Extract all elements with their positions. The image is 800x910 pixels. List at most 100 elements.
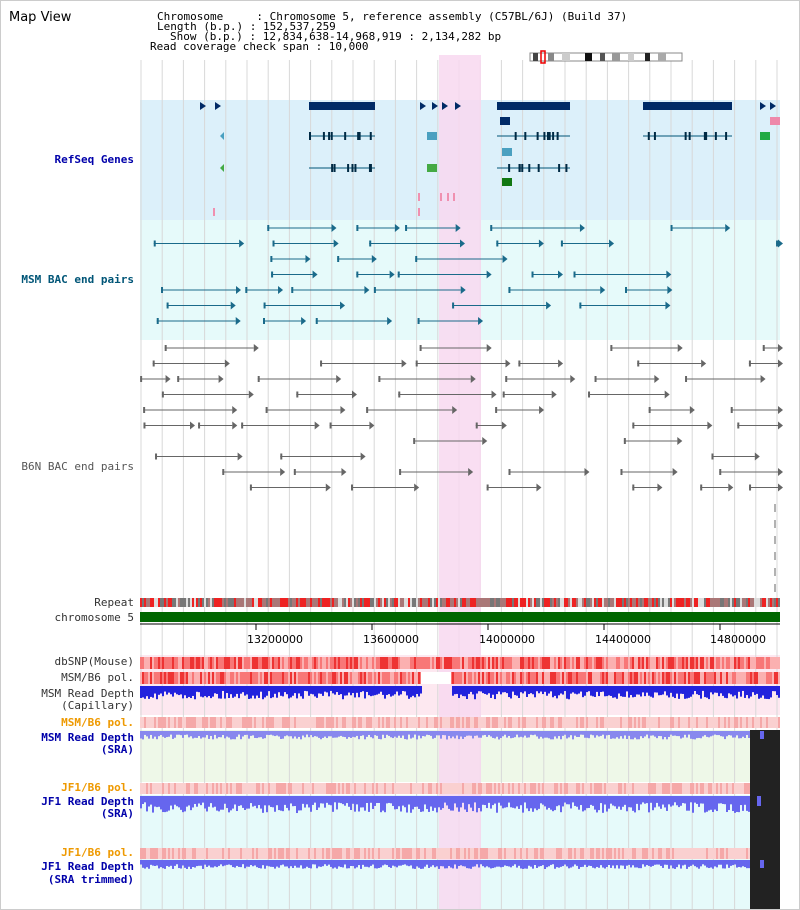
track-label-msm-b6-pol[interactable]: MSM/B6 pol. [61, 671, 134, 684]
depth-bar [404, 731, 406, 740]
heat-bar [736, 848, 738, 859]
heat-bar [496, 848, 498, 859]
heat-bar [458, 657, 460, 669]
depth-bar [348, 686, 350, 693]
depth-bar [232, 796, 234, 809]
depth-bar [522, 860, 524, 869]
heat-bar [208, 657, 210, 669]
heat-bar [278, 848, 280, 859]
heat-bar [392, 657, 394, 669]
repeat-bar [236, 598, 238, 607]
depth-bar [384, 731, 386, 739]
depth-bar [322, 686, 324, 696]
heat-bar [172, 848, 174, 859]
heat-bar [240, 672, 242, 684]
depth-bar [428, 731, 430, 736]
heat-bar [194, 672, 196, 684]
heat-bar [236, 783, 238, 794]
heat-bar [250, 717, 252, 728]
depth-bar [570, 796, 572, 809]
heat-bar [200, 717, 202, 728]
heat-bar [158, 848, 160, 859]
heat-bar [578, 783, 580, 794]
heat-bar [552, 717, 554, 728]
heat-bar [622, 717, 624, 728]
depth-bar [582, 686, 584, 698]
heat-bar [554, 848, 556, 859]
heat-bar [710, 848, 712, 859]
repeat-bar [218, 598, 220, 607]
depth-bar [324, 860, 326, 865]
track-label-jf1-b6-pol[interactable]: JF1/B6 pol. [61, 781, 134, 794]
heat-bar [558, 672, 560, 684]
depth-bar [718, 796, 720, 804]
heat-bar [280, 783, 282, 794]
heat-bar [302, 717, 304, 728]
depth-bar [164, 796, 166, 813]
repeat-bar [214, 598, 216, 607]
gene-exon [536, 132, 539, 140]
track-label-msm-b6-pol-2[interactable]: MSM/B6 pol. [61, 716, 134, 729]
bac-pair-end [222, 469, 225, 475]
track-label-refseq[interactable]: RefSeq Genes [54, 153, 134, 166]
depth-bar [152, 731, 154, 739]
heat-bar [234, 717, 236, 728]
heat-bar [192, 657, 194, 669]
heat-bar [140, 672, 142, 684]
heat-bar [232, 717, 234, 728]
heat-bar [396, 672, 398, 684]
depth-bar [720, 731, 722, 737]
heat-bar [404, 672, 406, 684]
depth-bar [198, 860, 200, 866]
depth-bar [276, 686, 278, 698]
heat-bar [336, 848, 338, 859]
heat-bar [356, 848, 358, 859]
depth-bar [398, 860, 400, 866]
heat-bar [456, 783, 458, 794]
depth-bar [386, 796, 388, 804]
depth-bar [224, 796, 226, 804]
heat-bar [196, 848, 198, 859]
heat-bar [724, 848, 726, 859]
track-label-msm-bac[interactable]: MSM BAC end pairs [21, 273, 134, 286]
heat-bar [252, 672, 254, 684]
depth-bar [346, 860, 348, 869]
heat-bar [710, 717, 712, 728]
heat-bar [694, 848, 696, 859]
track-label-jf1-read-depth[interactable]: JF1 Read Depth [41, 795, 134, 808]
heat-bar [670, 717, 672, 728]
track-label-msm-read-depth-sra[interactable]: MSM Read Depth [41, 731, 134, 744]
heat-bar [692, 717, 694, 728]
depth-bar [572, 860, 574, 867]
track-label-b6n-bac[interactable]: B6N BAC end pairs [21, 460, 134, 473]
track-label-jf1-b6-pol-2[interactable]: JF1/B6 pol. [61, 846, 134, 859]
track-label-msm-read-depth[interactable]: MSM Read Depth [41, 687, 134, 700]
heat-bar [254, 848, 256, 859]
repeat-bar [210, 598, 212, 607]
depth-bar [262, 796, 264, 813]
depth-bar [140, 796, 142, 809]
heat-bar [456, 672, 458, 684]
heat-bar [522, 657, 524, 669]
heat-bar [570, 672, 572, 684]
heat-bar [230, 783, 232, 794]
track-label-dbsnp[interactable]: dbSNP(Mouse) [54, 655, 134, 668]
heat-bar [588, 657, 590, 669]
heat-bar [504, 783, 506, 794]
depth-bar [588, 686, 590, 692]
heat-bar [304, 657, 306, 669]
track-label-jf1-read-depth-2[interactable]: JF1 Read Depth [41, 860, 134, 873]
depth-bar [748, 796, 750, 812]
heat-bar [594, 848, 596, 859]
heat-bar [372, 657, 374, 669]
heat-bar [550, 848, 552, 859]
depth-bar [492, 796, 494, 806]
bac-pair-end [296, 391, 299, 398]
heat-bar [340, 717, 342, 728]
heat-bar [670, 783, 672, 794]
heat-bar [636, 672, 638, 684]
heat-bar [246, 783, 248, 794]
heat-bar [512, 717, 514, 728]
depth-bar [294, 796, 296, 807]
